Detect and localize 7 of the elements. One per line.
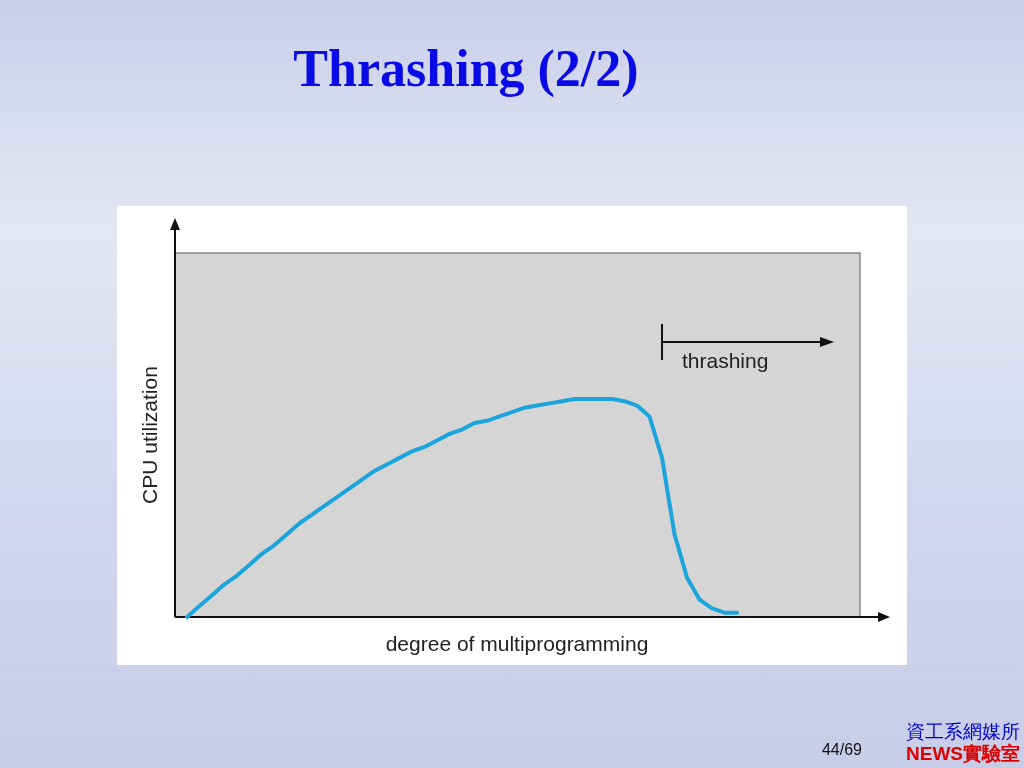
text: 44/69 (821, 741, 863, 758)
text: NEWS實驗室 (906, 743, 1020, 764)
text: thrashing (682, 349, 769, 372)
chart-title: Thrashing (2/2) (293, 40, 639, 98)
y-axis-title: CPU utilization (138, 366, 161, 504)
x-axis-title: degree of multiprogramming (385, 632, 649, 655)
text: 資工系網媒所 (906, 721, 1020, 742)
